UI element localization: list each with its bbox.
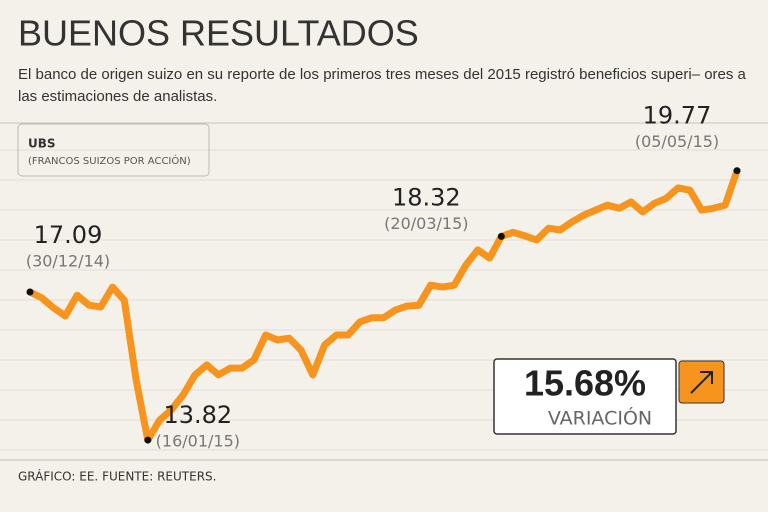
point-marker <box>497 232 505 240</box>
legend-subtitle: (FRANCOS SUIZOS POR ACCIÓN) <box>28 154 191 167</box>
annotation-value: 18.32 <box>392 183 461 211</box>
variation-box <box>493 358 677 435</box>
annotation-value: 19.77 <box>643 102 712 130</box>
point-marker <box>144 436 152 444</box>
annotation-value: 17.09 <box>34 221 103 249</box>
variation-label: VARIACIÓN <box>548 406 652 430</box>
annotation-date: (20/03/15) <box>384 214 468 233</box>
annotation-date: (16/01/15) <box>156 432 240 451</box>
chart-title: BUENOS RESULTADOS <box>18 13 419 54</box>
point-marker <box>733 167 741 175</box>
annotation-date: (30/12/14) <box>26 252 110 271</box>
point-marker <box>26 288 34 296</box>
legend-title: UBS <box>28 137 56 151</box>
annotation-value: 13.82 <box>163 401 232 429</box>
chart-subtitle: El banco de origen suizo en su reporte d… <box>18 66 746 105</box>
subtitle-box: El banco de origen suizo en su reporte d… <box>18 66 746 105</box>
annotation-date: (05/05/15) <box>635 132 719 151</box>
arrow-icon <box>690 371 713 394</box>
variation-value: 15.68% <box>524 363 646 404</box>
source: GRÁFICO: EE. FUENTE: REUTERS. <box>18 469 216 484</box>
legend-box <box>17 123 210 177</box>
